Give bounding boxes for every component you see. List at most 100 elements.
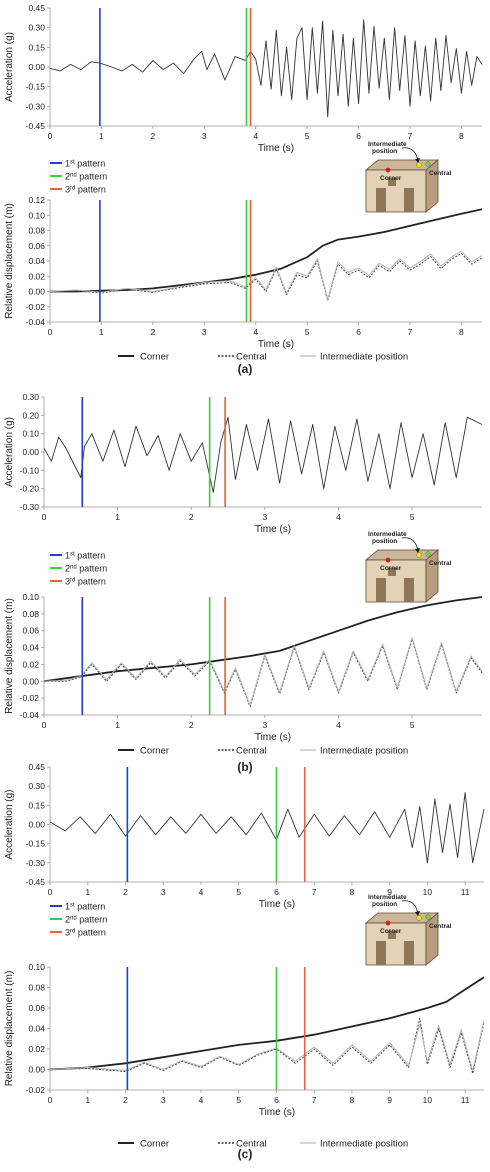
series-legend-label: Intermediate position: [320, 1139, 408, 1150]
y-axis-label: Acceleration (g): [4, 789, 15, 859]
x-tick-label: 0: [42, 720, 47, 730]
x-tick-label: 0: [42, 512, 47, 522]
x-tick-label: 3: [161, 887, 166, 897]
x-tick-label: 1: [115, 720, 120, 730]
pattern-legend-label: 1st pattern: [65, 159, 105, 169]
pattern-legend-label: 3rd pattern: [65, 577, 106, 587]
pattern-legend-1: 1st pattern 2nd pattern 3rd pattern: [50, 159, 107, 195]
x-tick-label: 4: [253, 131, 258, 141]
series-legend-label: Intermediate position: [320, 746, 408, 757]
y-tick-label: -0.15: [26, 82, 46, 92]
y-tick-label: 0.04: [28, 1024, 45, 1034]
building-window: [388, 568, 396, 576]
x-tick-label: 2: [189, 512, 194, 522]
y-tick-label: 0.10: [28, 962, 45, 972]
inset-label-position: position: [372, 901, 397, 908]
y-axis-label: Relative displacement (m): [4, 203, 15, 319]
series-legend-1: Corner Central Intermediate position: [118, 352, 408, 363]
inset-label-intermediate: Intermediate: [368, 531, 407, 538]
x-tick-label: 8: [350, 887, 355, 897]
y-tick-label: 0.02: [28, 1044, 45, 1054]
y-tick-label: -0.30: [26, 858, 46, 868]
x-axis-label: Time (s): [255, 524, 291, 535]
chart-3: 0.30 0.20 0.10 0.00 -0.10 -0.20 -0.300 1 2 3 4 5 Tim…: [4, 392, 483, 535]
x-tick-label: 5: [410, 720, 415, 730]
pattern-legend-label: 2nd pattern: [65, 172, 107, 182]
y-tick-label: 0.00: [28, 287, 45, 297]
inset-label-intermediate: Intermediate: [368, 141, 407, 148]
y-tick-label: 0.04: [28, 256, 45, 266]
x-tick-label: 3: [202, 327, 207, 337]
chart-5: 0.45 0.30 0.15 0.00 -0.15 -0.30 -0.450 1 2 3 4 5 6 7 8…: [4, 762, 485, 910]
series-legend-label: Central: [236, 746, 267, 757]
x-tick-label: 1: [85, 887, 90, 897]
y-tick-label: 0.08: [28, 226, 45, 236]
building-opening-right: [404, 941, 414, 965]
y-tick-label: 0.00: [22, 447, 39, 457]
x-tick-label: 1: [115, 512, 120, 522]
y-tick-label: 0.10: [28, 210, 45, 220]
x-tick-label: 2: [150, 131, 155, 141]
x-tick-label: 3: [161, 1095, 166, 1105]
pattern-legend-label: 1st pattern: [65, 551, 105, 561]
intermediate-marker: [416, 915, 422, 921]
series-line-corner: [49, 976, 485, 1071]
x-tick-label: 8: [459, 131, 464, 141]
x-axis-label: Time (s): [259, 899, 295, 910]
inset-label-corner: Corner: [380, 565, 402, 572]
y-tick-label: 0.08: [22, 609, 39, 619]
series-line-central: [49, 1017, 485, 1075]
corner-marker: [385, 557, 391, 563]
x-tick-label: 6: [274, 1095, 279, 1105]
building-window: [388, 931, 396, 939]
building-opening-right: [404, 188, 414, 212]
inset-label-corner: Corner: [380, 928, 402, 935]
inset-label-central: Central: [429, 923, 452, 930]
y-tick-label: 0.00: [22, 676, 39, 686]
x-tick-label: 7: [408, 327, 413, 337]
x-tick-label: 7: [312, 1095, 317, 1105]
x-tick-label: 5: [305, 327, 310, 337]
series-legend-label: Corner: [140, 352, 169, 363]
y-tick-label: 0.10: [22, 592, 39, 602]
pattern-legend-label: 2nd pattern: [65, 564, 107, 574]
acceleration-series-line: [49, 792, 485, 864]
y-tick-label: 0.02: [22, 659, 39, 669]
pattern-legend-label: 2nd pattern: [65, 915, 107, 925]
y-tick-label: 0.15: [28, 800, 45, 810]
x-tick-label: 4: [336, 720, 341, 730]
x-axis-label: Time (s): [259, 1107, 295, 1118]
series-line-corner: [43, 596, 483, 683]
x-tick-label: 1: [99, 131, 104, 141]
y-tick-label: 0.10: [22, 429, 39, 439]
inset-arrowhead: [415, 158, 420, 163]
y-tick-label: -0.04: [20, 710, 40, 720]
y-tick-label: 0.06: [28, 1003, 45, 1013]
y-tick-label: 0.12: [28, 195, 45, 205]
panel-caption: (a): [238, 362, 253, 376]
x-tick-label: 1: [85, 1095, 90, 1105]
x-axis-label: Time (s): [255, 732, 291, 743]
y-tick-label: 0.06: [28, 241, 45, 251]
y-tick-label: 0.00: [28, 1065, 45, 1075]
y-tick-label: 0.00: [28, 62, 45, 72]
x-tick-label: 5: [236, 887, 241, 897]
building-window: [388, 178, 396, 186]
x-tick-label: 7: [312, 887, 317, 897]
x-tick-label: 6: [356, 327, 361, 337]
acceleration-series-line: [43, 416, 483, 493]
y-tick-label: -0.04: [26, 317, 46, 327]
x-tick-label: 5: [236, 1095, 241, 1105]
building-opening-left: [376, 941, 386, 965]
corner-marker: [385, 167, 391, 173]
y-tick-label: -0.10: [20, 465, 40, 475]
y-tick-label: -0.20: [20, 484, 40, 494]
central-marker: [425, 914, 431, 920]
y-tick-label: 0.06: [22, 626, 39, 636]
y-tick-label: -0.30: [20, 502, 40, 512]
y-tick-label: 0.04: [22, 643, 39, 653]
x-tick-label: 8: [350, 1095, 355, 1105]
